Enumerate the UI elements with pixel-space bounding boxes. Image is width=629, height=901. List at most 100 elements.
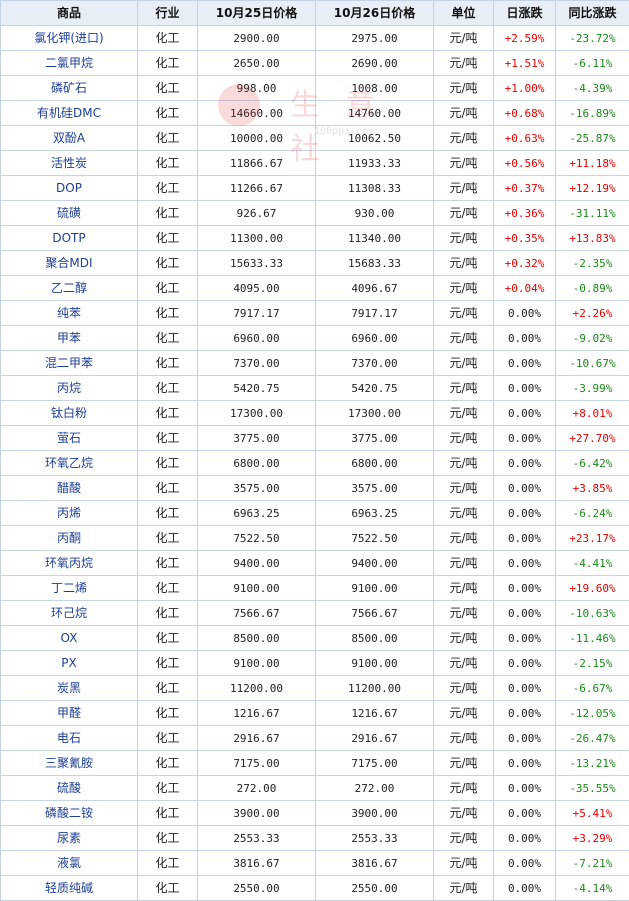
commodity-name[interactable]: 丙酮 <box>1 526 138 551</box>
commodity-name[interactable]: 丁二烯 <box>1 576 138 601</box>
price-oct25-cell: 9100.00 <box>198 651 316 676</box>
unit-cell: 元/吨 <box>434 301 494 326</box>
daily-change-cell: 0.00% <box>494 751 556 776</box>
price-oct25-cell: 2650.00 <box>198 51 316 76</box>
commodity-name[interactable]: 环氧乙烷 <box>1 451 138 476</box>
commodity-name[interactable]: 磷酸二铵 <box>1 801 138 826</box>
price-oct25-cell: 9100.00 <box>198 576 316 601</box>
commodity-name[interactable]: 环己烷 <box>1 601 138 626</box>
unit-cell: 元/吨 <box>434 601 494 626</box>
commodity-name[interactable]: 钛白粉 <box>1 401 138 426</box>
yoy-change-cell: -3.99% <box>556 376 629 401</box>
yoy-change-cell: +8.01% <box>556 401 629 426</box>
price-oct25-cell: 7917.17 <box>198 301 316 326</box>
daily-change-cell: 0.00% <box>494 301 556 326</box>
unit-cell: 元/吨 <box>434 801 494 826</box>
commodity-name[interactable]: 二氯甲烷 <box>1 51 138 76</box>
commodity-name[interactable]: 活性炭 <box>1 151 138 176</box>
price-oct26-cell: 6960.00 <box>316 326 434 351</box>
industry-cell: 化工 <box>138 276 198 301</box>
yoy-change-cell: +11.18% <box>556 151 629 176</box>
price-oct25-cell: 2916.67 <box>198 726 316 751</box>
commodity-name[interactable]: 液氯 <box>1 851 138 876</box>
unit-cell: 元/吨 <box>434 776 494 801</box>
industry-cell: 化工 <box>138 876 198 901</box>
unit-cell: 元/吨 <box>434 201 494 226</box>
industry-cell: 化工 <box>138 301 198 326</box>
commodity-name[interactable]: 丙烷 <box>1 376 138 401</box>
price-oct25-cell: 7566.67 <box>198 601 316 626</box>
commodity-name[interactable]: 萤石 <box>1 426 138 451</box>
daily-change-cell: 0.00% <box>494 726 556 751</box>
commodity-name[interactable]: 乙二醇 <box>1 276 138 301</box>
unit-cell: 元/吨 <box>434 876 494 901</box>
price-oct26-cell: 11340.00 <box>316 226 434 251</box>
commodity-name[interactable]: 混二甲苯 <box>1 351 138 376</box>
price-oct25-cell: 10000.00 <box>198 126 316 151</box>
commodity-name[interactable]: 双酚A <box>1 126 138 151</box>
commodity-name[interactable]: 硫酸 <box>1 776 138 801</box>
commodity-name[interactable]: 轻质纯碱 <box>1 876 138 901</box>
yoy-change-cell: -23.72% <box>556 26 629 51</box>
price-oct26-cell: 3575.00 <box>316 476 434 501</box>
price-oct26-cell: 930.00 <box>316 201 434 226</box>
industry-cell: 化工 <box>138 601 198 626</box>
unit-cell: 元/吨 <box>434 401 494 426</box>
commodity-name[interactable]: 醋酸 <box>1 476 138 501</box>
commodity-name[interactable]: PX <box>1 651 138 676</box>
unit-cell: 元/吨 <box>434 326 494 351</box>
price-oct25-cell: 3575.00 <box>198 476 316 501</box>
commodity-name[interactable]: 硫磺 <box>1 201 138 226</box>
price-oct25-cell: 2900.00 <box>198 26 316 51</box>
daily-change-cell: 0.00% <box>494 326 556 351</box>
industry-cell: 化工 <box>138 651 198 676</box>
yoy-change-cell: -4.14% <box>556 876 629 901</box>
industry-cell: 化工 <box>138 226 198 251</box>
commodity-name[interactable]: 尿素 <box>1 826 138 851</box>
price-oct26-cell: 7566.67 <box>316 601 434 626</box>
commodity-name[interactable]: 炭黑 <box>1 676 138 701</box>
commodity-name[interactable]: 氯化钾(进口) <box>1 26 138 51</box>
price-oct25-cell: 17300.00 <box>198 401 316 426</box>
commodity-name[interactable]: DOTP <box>1 226 138 251</box>
price-oct26-cell: 2553.33 <box>316 826 434 851</box>
commodity-name[interactable]: 甲苯 <box>1 326 138 351</box>
price-oct26-cell: 7370.00 <box>316 351 434 376</box>
commodity-name[interactable]: 环氧丙烷 <box>1 551 138 576</box>
commodity-name[interactable]: 三聚氰胺 <box>1 751 138 776</box>
industry-cell: 化工 <box>138 176 198 201</box>
unit-cell: 元/吨 <box>434 226 494 251</box>
industry-cell: 化工 <box>138 501 198 526</box>
commodity-name[interactable]: OX <box>1 626 138 651</box>
price-oct26-cell: 1008.00 <box>316 76 434 101</box>
price-oct25-cell: 4095.00 <box>198 276 316 301</box>
price-oct26-cell: 2550.00 <box>316 876 434 901</box>
yoy-change-cell: +12.19% <box>556 176 629 201</box>
price-oct26-cell: 17300.00 <box>316 401 434 426</box>
commodity-name[interactable]: 聚合MDI <box>1 251 138 276</box>
commodity-name[interactable]: 纯苯 <box>1 301 138 326</box>
commodity-name[interactable]: 磷矿石 <box>1 76 138 101</box>
commodity-name[interactable]: 电石 <box>1 726 138 751</box>
price-oct26-cell: 3900.00 <box>316 801 434 826</box>
yoy-change-cell: -6.11% <box>556 51 629 76</box>
yoy-change-cell: -6.24% <box>556 501 629 526</box>
price-oct26-cell: 7917.17 <box>316 301 434 326</box>
commodity-name[interactable]: 甲醛 <box>1 701 138 726</box>
daily-change-cell: 0.00% <box>494 851 556 876</box>
daily-change-cell: 0.00% <box>494 451 556 476</box>
commodity-name[interactable]: DOP <box>1 176 138 201</box>
price-oct26-cell: 5420.75 <box>316 376 434 401</box>
unit-cell: 元/吨 <box>434 276 494 301</box>
unit-cell: 元/吨 <box>434 701 494 726</box>
commodity-name[interactable]: 有机硅DMC <box>1 101 138 126</box>
commodity-name[interactable]: 丙烯 <box>1 501 138 526</box>
